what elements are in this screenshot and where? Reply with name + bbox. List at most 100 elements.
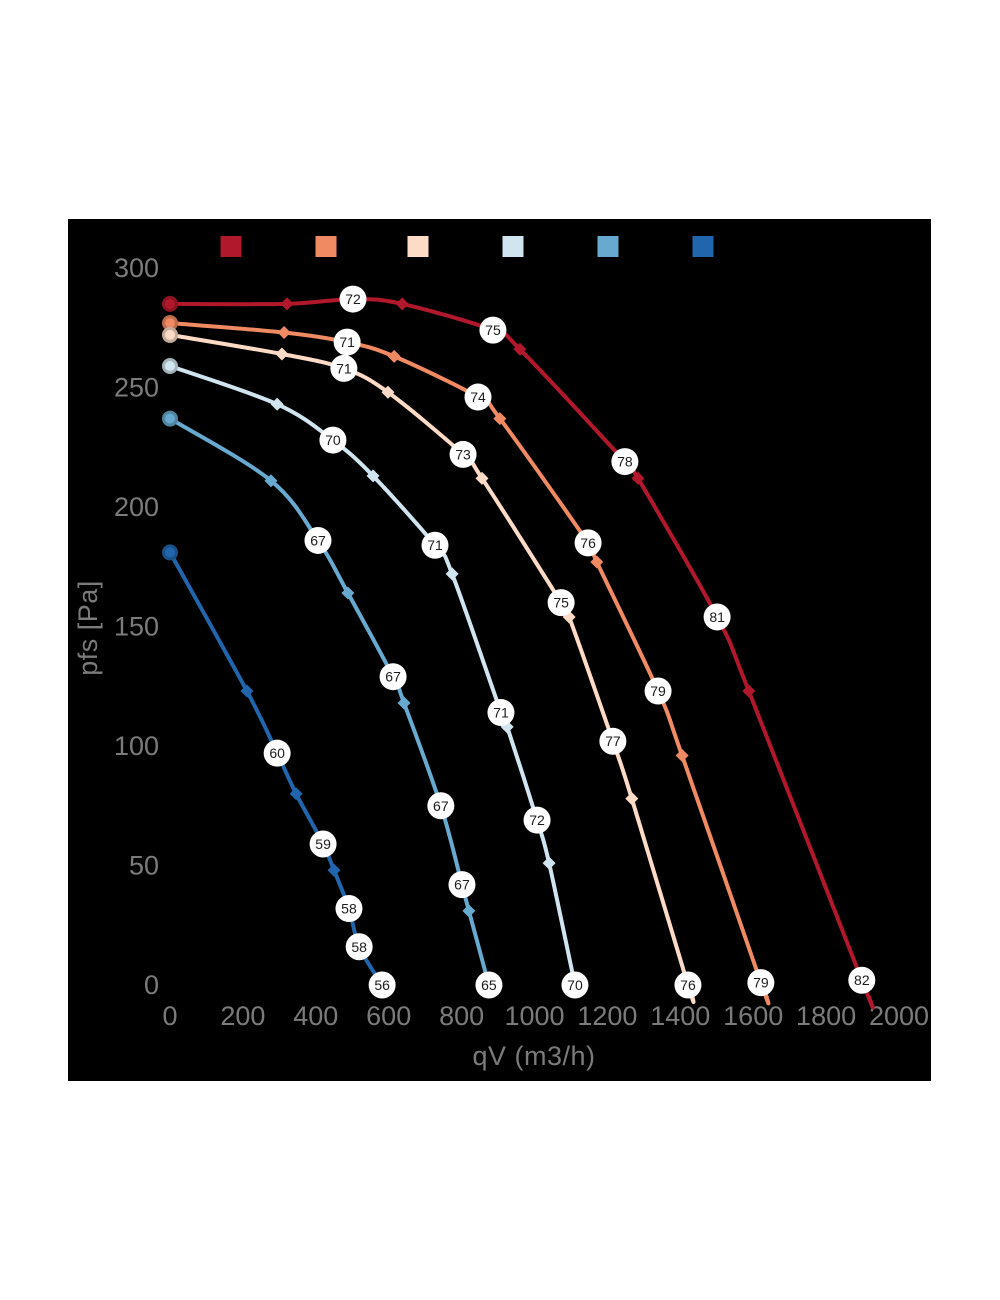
x-axis-title: qV (m3/h) bbox=[472, 1041, 596, 1071]
data-point-marker bbox=[445, 567, 459, 581]
data-point-marker bbox=[625, 792, 639, 806]
legend-swatch-curve-3[interactable] bbox=[407, 236, 429, 257]
start-marker-curve-5-medium-blue bbox=[162, 410, 178, 427]
data-point-label: 82 bbox=[848, 966, 876, 994]
data-point-label: 58 bbox=[335, 895, 363, 923]
data-point-label: 70 bbox=[561, 971, 589, 999]
x-tick-label: 200 bbox=[220, 1001, 265, 1031]
data-point-marker bbox=[475, 471, 489, 485]
data-point-label-value: 74 bbox=[470, 389, 486, 405]
data-point-label-bubble bbox=[475, 971, 503, 999]
data-point-label-value: 76 bbox=[680, 977, 696, 993]
y-tick-label: 50 bbox=[129, 851, 159, 881]
data-point-label: 71 bbox=[330, 354, 358, 382]
data-point-marker bbox=[675, 749, 689, 763]
data-point-marker bbox=[395, 297, 409, 311]
legend-swatch-curve-1[interactable] bbox=[220, 236, 242, 257]
data-point-label-value: 75 bbox=[553, 595, 569, 611]
data-point-label-value: 77 bbox=[605, 733, 621, 749]
data-point-marker bbox=[264, 474, 278, 488]
data-point-label: 76 bbox=[574, 529, 602, 557]
data-point-label-bubble bbox=[574, 529, 602, 557]
data-point-label-bubble bbox=[335, 895, 363, 923]
series-curve-4-light-blue bbox=[162, 357, 577, 987]
data-point-label-bubble bbox=[448, 871, 476, 899]
data-point-label-bubble bbox=[345, 933, 373, 961]
data-point-label-bubble bbox=[333, 328, 361, 356]
y-tick-label: 200 bbox=[114, 492, 159, 522]
data-point-label-value: 67 bbox=[385, 669, 401, 685]
legend-swatch-curve-2[interactable] bbox=[315, 236, 337, 257]
x-tick-label: 0 bbox=[162, 1001, 177, 1031]
data-point-label-bubble bbox=[427, 792, 455, 820]
data-point-label-value: 79 bbox=[650, 683, 666, 699]
data-point-label-value: 76 bbox=[580, 535, 596, 551]
start-marker-curve-4-light-blue bbox=[162, 357, 178, 374]
data-point-label-value: 60 bbox=[269, 745, 285, 761]
data-point-marker bbox=[366, 469, 380, 483]
data-point-label-value: 73 bbox=[455, 446, 471, 462]
data-point-label-bubble bbox=[319, 426, 347, 454]
data-point-label-value: 75 bbox=[485, 322, 501, 338]
data-point-label-bubble bbox=[464, 383, 492, 411]
data-point-label-value: 67 bbox=[454, 877, 470, 893]
data-point-label-value: 79 bbox=[753, 975, 769, 991]
data-point-label: 76 bbox=[674, 971, 702, 999]
data-point-marker bbox=[275, 347, 289, 361]
x-tick-label: 1400 bbox=[650, 1001, 710, 1031]
data-point-label-value: 65 bbox=[481, 977, 497, 993]
data-point-label-bubble bbox=[599, 727, 627, 755]
data-point-marker bbox=[590, 555, 604, 569]
data-point-marker bbox=[341, 586, 355, 600]
data-point-label-bubble bbox=[611, 448, 639, 476]
data-point-label-value: 67 bbox=[433, 798, 449, 814]
data-point-label: 71 bbox=[421, 531, 449, 559]
data-point-marker bbox=[631, 471, 645, 485]
data-point-label-bubble bbox=[644, 677, 672, 705]
data-point-label-bubble bbox=[379, 663, 407, 691]
data-point-label: 72 bbox=[339, 285, 367, 313]
data-point-label: 74 bbox=[464, 383, 492, 411]
data-point-label-value: 78 bbox=[617, 454, 633, 470]
data-point-label: 59 bbox=[309, 830, 337, 858]
legend-swatch-curve-6[interactable] bbox=[692, 236, 714, 257]
data-point-label-value: 56 bbox=[374, 977, 390, 993]
data-point-label: 56 bbox=[368, 971, 396, 999]
y-tick-label: 300 bbox=[114, 253, 159, 283]
data-point-label: 65 bbox=[475, 971, 503, 999]
data-point-label-value: 71 bbox=[427, 537, 443, 553]
x-tick-label: 1800 bbox=[796, 1001, 856, 1031]
legend-swatch-curve-4[interactable] bbox=[502, 236, 524, 257]
data-point-label-value: 59 bbox=[315, 836, 331, 852]
data-point-label-bubble bbox=[449, 440, 477, 468]
data-point-marker bbox=[397, 696, 411, 710]
legend-swatch-curve-5[interactable] bbox=[597, 236, 619, 257]
y-tick-label: 0 bbox=[144, 970, 159, 1000]
chart-panel-bg bbox=[68, 219, 931, 1081]
data-point-marker bbox=[289, 787, 303, 801]
point-labels: 72 75 78 81 82 71 74 76 79 79 71 73 75 77 76 70 71 71 72 70… bbox=[263, 285, 876, 999]
data-point-label-bubble bbox=[487, 699, 515, 727]
data-point-label: 79 bbox=[747, 969, 775, 997]
data-point-label-value: 81 bbox=[709, 609, 725, 625]
data-point-label-bubble bbox=[674, 971, 702, 999]
data-point-label-value: 70 bbox=[567, 977, 583, 993]
data-point-label: 79 bbox=[644, 677, 672, 705]
y-tick-label: 150 bbox=[114, 612, 159, 642]
x-tick-label: 1200 bbox=[577, 1001, 637, 1031]
data-point-label-bubble bbox=[479, 316, 507, 344]
data-point-label-value: 71 bbox=[493, 705, 509, 721]
axis-tick-labels: 0 200 400 600 800 1000 1200 1400 1600 1800 2000 0 50… bbox=[114, 253, 929, 1031]
data-point-label-value: 72 bbox=[529, 812, 545, 828]
data-point-label: 67 bbox=[304, 526, 332, 554]
data-point-label-value: 58 bbox=[341, 901, 357, 917]
data-point-marker bbox=[513, 342, 527, 356]
data-point-label: 71 bbox=[333, 328, 361, 356]
data-point-label-value: 70 bbox=[325, 432, 341, 448]
data-point-label: 78 bbox=[611, 448, 639, 476]
data-point-label-bubble bbox=[368, 971, 396, 999]
data-point-label: 77 bbox=[599, 727, 627, 755]
data-point-label-value: 72 bbox=[345, 291, 361, 307]
